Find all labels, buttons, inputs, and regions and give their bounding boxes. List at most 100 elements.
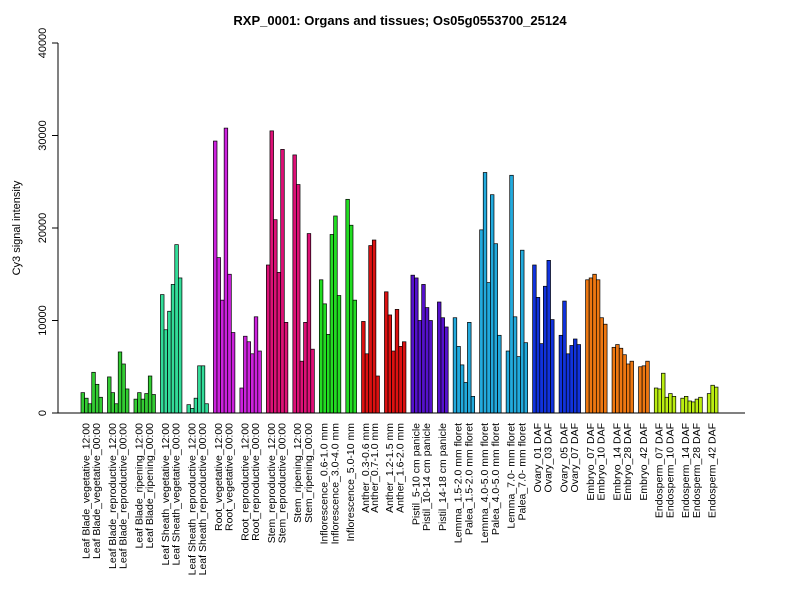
bar xyxy=(98,396,103,414)
bar xyxy=(671,396,677,414)
bar xyxy=(546,260,551,414)
x-tick-label: Pistil_10-14 cm panicle xyxy=(421,423,433,531)
bar xyxy=(345,198,350,414)
bar xyxy=(611,346,617,414)
bar xyxy=(470,396,476,414)
x-tick-label: Stem_reproductive_00:00 xyxy=(276,423,288,543)
x-tick-label: Endosperm_42 DAF xyxy=(707,423,719,518)
bar xyxy=(227,273,232,414)
bar xyxy=(550,319,555,414)
bar xyxy=(257,350,262,414)
bar xyxy=(452,317,458,414)
bar xyxy=(486,282,491,414)
bar xyxy=(147,375,153,414)
bar xyxy=(230,332,236,414)
bar xyxy=(117,351,123,414)
bar xyxy=(440,317,445,414)
bar xyxy=(402,341,407,414)
bar xyxy=(375,375,380,414)
x-tick-label: Endosperm_07 DAF xyxy=(654,423,666,518)
bar xyxy=(303,322,308,414)
bar xyxy=(428,320,433,414)
bar xyxy=(668,393,673,414)
bar xyxy=(292,154,297,414)
bar xyxy=(558,334,564,414)
x-tick-label: Ovary_05 DAF xyxy=(558,423,570,492)
bar xyxy=(687,400,692,414)
bar xyxy=(479,229,484,414)
x-tick-label: Embryo_42 DAF xyxy=(638,423,650,501)
bar xyxy=(190,408,195,414)
y-tick-label: 40000 xyxy=(37,28,49,59)
bar xyxy=(84,397,89,414)
bar xyxy=(246,341,251,414)
bar xyxy=(456,346,461,414)
bar xyxy=(114,403,119,414)
bar xyxy=(414,277,419,414)
bar xyxy=(163,329,168,414)
bar xyxy=(280,149,285,414)
bar xyxy=(629,360,634,414)
x-tick-label: Ovary_01 DAF xyxy=(532,423,544,492)
bar xyxy=(463,382,468,414)
bar xyxy=(576,344,581,414)
bar xyxy=(144,393,149,414)
bar xyxy=(167,310,172,414)
x-tick-label: Ovary_03 DAF xyxy=(543,423,555,492)
bar xyxy=(276,272,282,414)
bar xyxy=(684,396,689,414)
bar xyxy=(80,392,85,414)
bar xyxy=(509,174,514,414)
bar xyxy=(618,347,624,414)
x-tick-label: Anther_0.3-0.6 mm xyxy=(360,423,372,513)
bar xyxy=(223,127,229,414)
x-tick-label: Palea_4.0-5.0 mm floret xyxy=(490,423,502,535)
bar xyxy=(520,249,525,414)
x-tick-label: Stem_ripening_00:00 xyxy=(303,423,315,523)
bar xyxy=(626,363,631,414)
bar xyxy=(200,365,206,414)
x-tick-label: Anther_0.7-1.0 mm xyxy=(369,423,381,513)
bar xyxy=(698,396,703,414)
x-tick-label: Endosperm_28 DAF xyxy=(691,423,703,518)
bar xyxy=(543,285,548,414)
x-tick-label: Embryo_28 DAF xyxy=(622,423,634,501)
bar xyxy=(599,317,604,414)
x-tick-label: Pistil_5-10 cm panicle xyxy=(410,423,422,525)
x-tick-label: Endosperm_14 DAF xyxy=(680,423,692,518)
y-tick-label: 10000 xyxy=(37,305,49,336)
x-tick-label: Leaf Blade_ripening_12:00 xyxy=(133,423,145,549)
bar xyxy=(368,245,373,414)
bar xyxy=(417,320,423,414)
bar xyxy=(133,398,138,414)
bar xyxy=(296,184,301,414)
y-tick-label: 20000 xyxy=(37,213,49,244)
x-tick-label: Lemma_7.0- mm floret xyxy=(506,423,518,529)
bar xyxy=(371,239,377,414)
bar xyxy=(562,300,567,414)
bar xyxy=(706,393,712,414)
bar xyxy=(694,398,700,414)
bar xyxy=(516,356,521,414)
bar xyxy=(714,386,719,414)
y-axis: 0 10000 20000 30000 40000 xyxy=(37,28,59,416)
bar xyxy=(410,274,415,414)
bar xyxy=(565,353,571,414)
bar xyxy=(615,344,620,414)
bar xyxy=(299,360,304,414)
x-tick-label: Leaf Sheath_vegetative_12:00 xyxy=(160,423,172,566)
bar xyxy=(322,303,327,414)
bar xyxy=(680,397,685,414)
x-tick-label: Lemma_1.5-2.0 mm floret xyxy=(453,423,465,543)
bar xyxy=(532,264,537,414)
x-tick-label: Root_vegetative_00:00 xyxy=(224,423,236,531)
bars xyxy=(80,127,719,414)
y-tick-label: 0 xyxy=(37,410,49,416)
x-tick-label: Anther_1.2-1.5 mm xyxy=(384,423,396,513)
bar xyxy=(318,279,324,414)
bar xyxy=(266,264,271,414)
bar xyxy=(691,401,696,414)
bar xyxy=(243,335,248,414)
x-tick-label: Leaf Blade_ripening_00:00 xyxy=(144,423,156,549)
x-tick-label: Endosperm_10 DAF xyxy=(664,423,676,518)
